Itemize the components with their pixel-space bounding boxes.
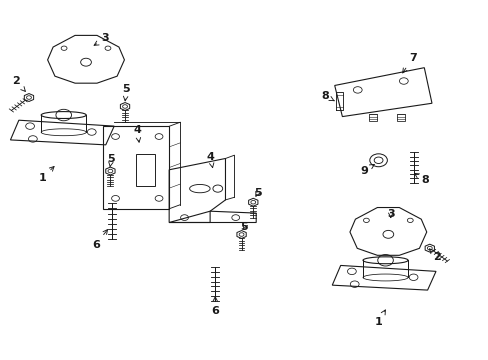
Text: 6: 6 (211, 297, 219, 316)
Text: 2: 2 (428, 249, 440, 262)
Text: 4: 4 (133, 125, 141, 142)
Text: 5: 5 (122, 84, 130, 101)
Text: 4: 4 (206, 152, 214, 168)
Text: 1: 1 (38, 167, 54, 183)
Text: 8: 8 (414, 174, 428, 185)
Text: 5: 5 (240, 222, 248, 231)
Text: 1: 1 (374, 310, 385, 327)
Text: 2: 2 (12, 76, 25, 91)
Text: 8: 8 (321, 91, 333, 101)
Text: 5: 5 (107, 154, 115, 167)
Text: 3: 3 (94, 33, 109, 45)
Text: 9: 9 (359, 165, 373, 176)
Text: 7: 7 (402, 53, 416, 73)
Text: 6: 6 (92, 230, 107, 249)
Text: 5: 5 (253, 188, 261, 198)
Text: 3: 3 (386, 209, 394, 219)
